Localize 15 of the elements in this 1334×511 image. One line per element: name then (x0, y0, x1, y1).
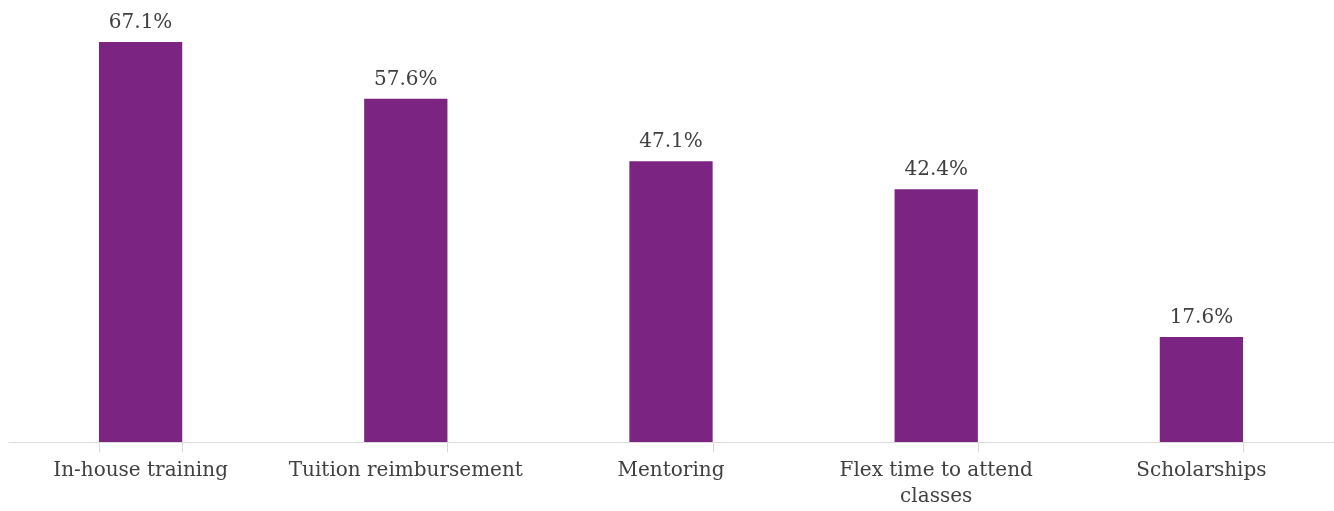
data-label: 57.6% (374, 65, 438, 90)
bar (1159, 337, 1244, 442)
bar (98, 42, 183, 442)
x-tick-label: Flex time to attend classes (839, 457, 1034, 507)
data-label: 42.4% (904, 156, 968, 181)
x-tick-label: Scholarships (1136, 457, 1267, 481)
data-label: 67.1% (108, 9, 173, 33)
data-label: 47.1% (639, 128, 703, 153)
x-tick-label: In-house training (53, 457, 229, 481)
data-label: 17.6% (1169, 304, 1234, 329)
bar (629, 161, 713, 442)
bar (364, 98, 448, 442)
x-tick-label: Tuition reimbursement (288, 457, 523, 481)
bar (894, 189, 978, 442)
x-tick-label: Mentoring (617, 457, 725, 481)
